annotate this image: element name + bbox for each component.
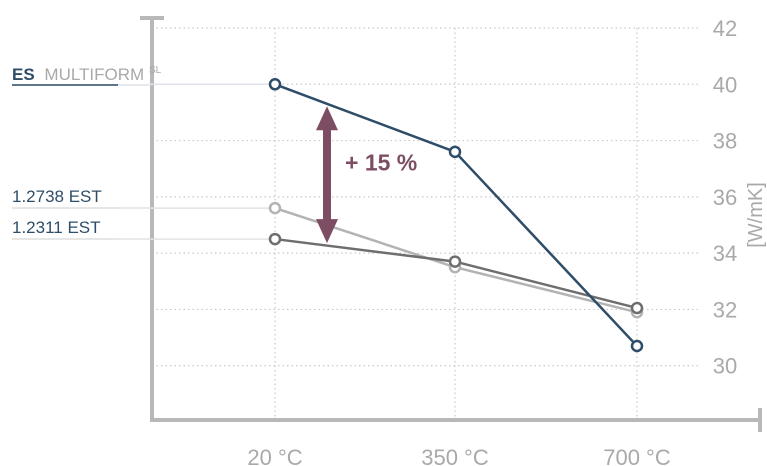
series-label-multiform: MULTIFORM	[44, 65, 144, 84]
y-tick-label-0: 30	[713, 354, 737, 379]
series-label-1-2311: 1.2311 EST	[12, 218, 101, 237]
x-tick-label-2: 700 °C	[603, 445, 671, 466]
series-label-sl: SL	[149, 65, 162, 76]
series-label-es: ES	[12, 65, 35, 84]
y-axis-label: [W/mK]	[745, 182, 767, 248]
y-tick-label-3: 36	[713, 185, 737, 210]
annotation-arrow-head-bottom	[316, 219, 338, 244]
y-tick-labels: 30 32 34 36 38 40 42	[713, 16, 737, 379]
series-label-es-multiform: ES MULTIFORM SL	[12, 65, 162, 84]
series-2-point-1	[448, 255, 462, 268]
x-tick-labels: 20 °C 350 °C 700 °C	[247, 445, 670, 466]
x-tick-label-1: 350 °C	[421, 445, 489, 466]
series-0-point-0	[268, 78, 282, 91]
series-labels: ES MULTIFORM SL 1.2738 EST 1.2311 EST	[12, 65, 162, 237]
annotation-arrow-head-top	[316, 106, 338, 131]
annotation-label: + 15 %	[345, 150, 417, 176]
series-2-point-0	[268, 232, 282, 246]
y-tick-label-1: 32	[713, 297, 737, 322]
y-tick-label-5: 40	[713, 72, 737, 97]
series-0-point-2	[630, 339, 644, 353]
y-tick-label-6: 42	[713, 16, 737, 41]
series-lines	[268, 78, 644, 353]
gridlines	[152, 27, 700, 420]
series-1-point-0	[268, 201, 282, 215]
label-leader-lines	[12, 83, 275, 240]
series-0-point-1	[448, 145, 462, 159]
series-2-point-2	[630, 301, 644, 315]
x-tick-label-0: 20 °C	[247, 445, 302, 466]
y-tick-label-4: 38	[713, 129, 737, 154]
axes	[140, 16, 762, 432]
series-label-1-2738: 1.2738 EST	[12, 187, 102, 206]
difference-annotation: + 15 %	[316, 106, 417, 244]
y-tick-label-2: 34	[713, 241, 737, 266]
